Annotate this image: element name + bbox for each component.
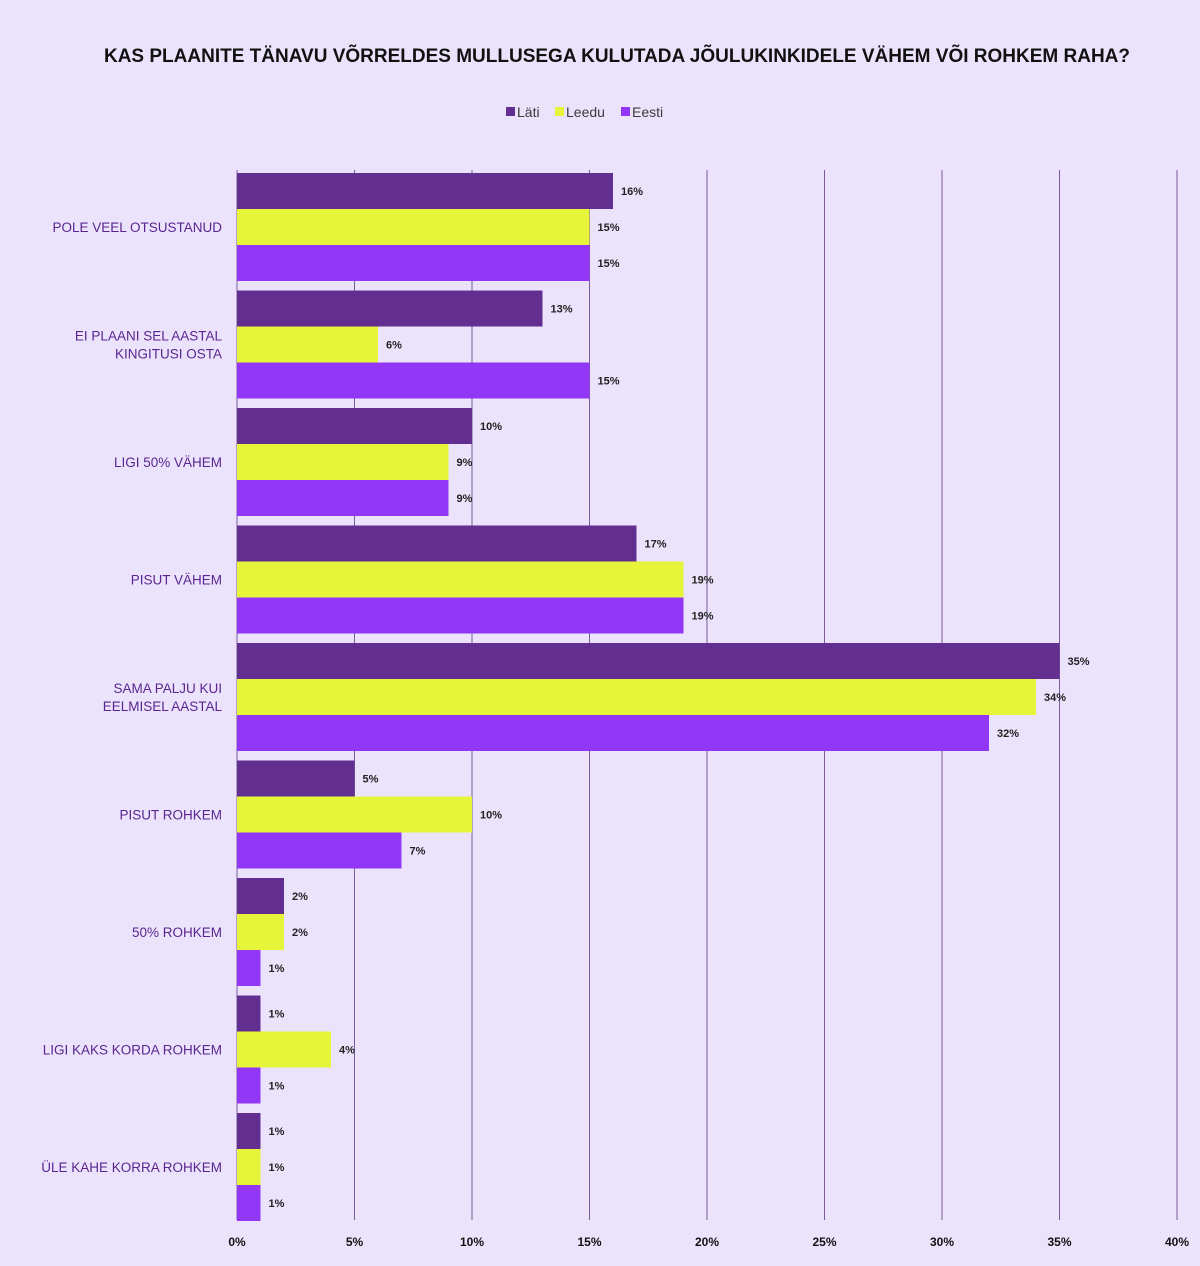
data-label: 15% [598,222,620,234]
category-label: LIGI KAKS KORDA ROHKEM [43,1043,222,1058]
data-label: 35% [1068,656,1090,668]
x-tick-label: 40% [1165,1235,1189,1249]
category-label: POLE VEEL OTSUSTANUD [52,220,222,235]
data-label: 1% [269,1198,285,1210]
category-label: KINGITUSI OSTA [115,347,222,362]
bar [237,290,543,327]
bar [237,1113,261,1149]
category-label: PISUT VÄHEM [131,573,222,588]
x-axis-ticks: 0% 5% 10% 15% 20% 25% 30% 35% 40% [228,1235,1189,1249]
category-label: EI PLAANI SEL AASTAL [75,329,223,344]
bar [237,796,472,833]
legend-swatch [621,107,630,116]
x-tick-label: 20% [695,1235,719,1249]
data-label: 34% [1044,692,1066,704]
data-label: 9% [457,457,473,469]
data-label: 19% [692,575,714,587]
bar [237,209,590,245]
data-label: 17% [645,539,667,551]
data-label: 7% [410,846,426,858]
bar [237,715,989,751]
category-label: LIGI 50% VÄHEM [114,455,222,470]
category-label: ÜLE KAHE KORRA ROHKEM [41,1160,222,1175]
bar [237,245,590,281]
bar [237,597,684,634]
bar [237,525,637,562]
bar [237,914,284,950]
category-label: 50% ROHKEM [132,925,222,940]
x-tick-label: 0% [228,1235,246,1249]
data-label: 13% [551,304,573,316]
data-label: 1% [269,1162,285,1174]
legend-label: Läti [517,104,540,120]
category-label: PISUT ROHKEM [119,808,222,823]
bar [237,878,284,914]
data-label: 32% [997,728,1019,740]
data-label: 9% [457,493,473,505]
bar [237,760,355,797]
bar [237,643,1060,679]
x-tick-label: 10% [460,1235,484,1249]
bar [237,1185,261,1221]
data-label: 1% [269,1126,285,1138]
bar [237,679,1036,715]
bar [237,173,613,209]
bar [237,480,449,516]
chart-title: KAS PLAANITE TÄNAVU VÕRRELDES MULLUSEGA … [104,45,1130,67]
bar [237,561,684,598]
data-label: 10% [480,810,502,822]
data-label: 15% [598,376,620,388]
category-label: EELMISEL AASTAL [103,699,223,714]
bar [237,1031,331,1068]
data-label: 2% [292,927,308,939]
x-tick-label: 15% [577,1235,601,1249]
bar [237,832,402,869]
x-tick-label: 25% [812,1235,836,1249]
legend: Läti Leedu Eesti [506,104,663,120]
data-label: 16% [621,186,643,198]
data-label: 15% [598,258,620,270]
category-labels: POLE VEEL OTSUSTANUD EI PLAANI SEL AASTAL… [41,220,222,1175]
bar [237,408,472,444]
data-label: 19% [692,611,714,623]
data-label: 1% [269,1009,285,1021]
bars: 16% 15% 15% 13% 6% 15% 10% 9% 9% 17% 19% 19% 35% 34% 3… [237,173,1090,1221]
legend-label: Eesti [632,104,663,120]
bar [237,950,261,986]
bar [237,326,378,363]
data-label: 2% [292,891,308,903]
bar [237,362,590,399]
data-label: 5% [363,774,379,786]
legend-swatch [555,107,564,116]
data-label: 1% [269,963,285,975]
bar [237,1149,261,1185]
data-label: 6% [386,340,402,352]
category-label: SAMA PALJU KUI [113,681,222,696]
bar [237,444,449,480]
x-tick-label: 30% [930,1235,954,1249]
legend-swatch [506,107,515,116]
data-label: 10% [480,421,502,433]
bar [237,1067,261,1104]
data-label: 4% [339,1045,355,1057]
legend-label: Leedu [566,104,605,120]
bar [237,995,261,1032]
x-tick-label: 35% [1047,1235,1071,1249]
x-tick-label: 5% [346,1235,364,1249]
data-label: 1% [269,1081,285,1093]
